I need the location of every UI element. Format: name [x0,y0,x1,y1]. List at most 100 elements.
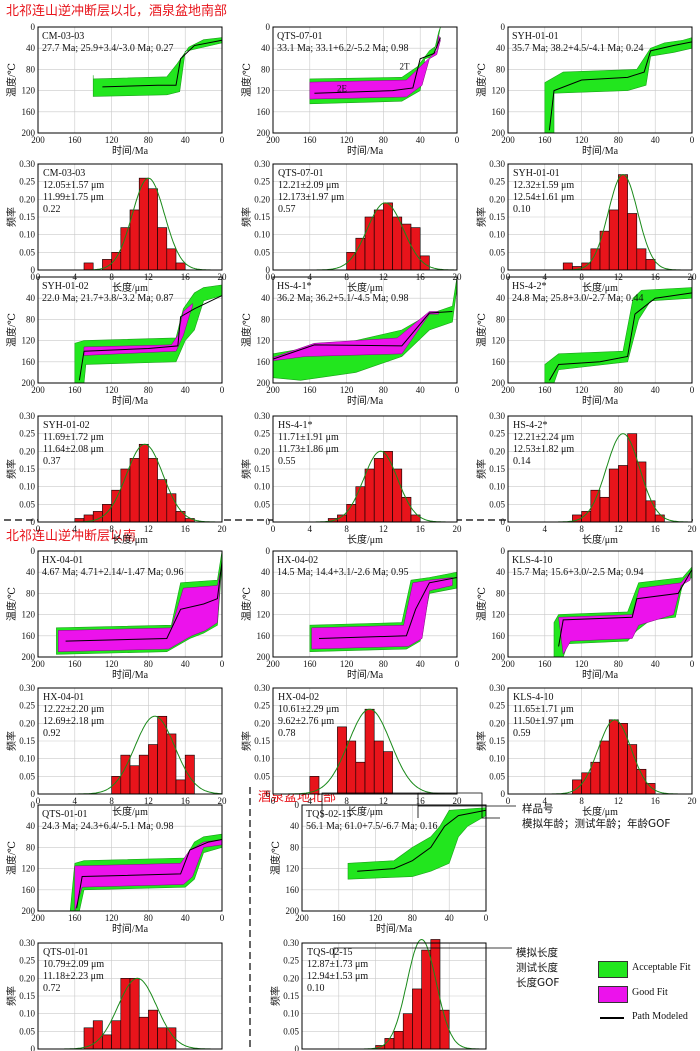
histogram-y-tick-label: 0.25 [254,701,270,711]
modeled-path [76,838,223,909]
histogram-x-axis-label: 长度/μm [582,281,618,294]
thermal-y-tick-label: 200 [286,906,300,916]
thermal-x-tick-label: 160 [332,913,346,923]
thermal-x-tick-label: 120 [105,913,119,923]
thermal-y-tick-label: 0 [501,272,506,282]
thermal-y-axis-label: 温度/℃ [475,587,488,621]
good-fit-envelope [558,571,691,656]
thermal-x-tick-label: 80 [144,385,154,395]
histogram-y-tick-label: 0.30 [254,411,270,421]
thermal-x-axis-label: 时间/Ma [112,144,149,157]
thermal-sample-name: HX-04-01 [42,555,83,566]
thermal-x-tick-label: 160 [303,135,317,145]
histogram-y-tick-label: 0 [501,789,506,799]
histogram-x-tick-label: 0 [36,796,41,806]
thermal-y-tick-label: 160 [492,631,506,641]
thermal-history-chart: 200 160 120 80 40 004080120160200时间/Ma温度/℃SYH… [5,272,225,407]
histogram-length-stat: 12.22±2.20 μm [43,704,104,715]
histogram-x-tick-label: 12 [144,272,153,282]
legend-path-line [600,1017,624,1019]
histogram-length-stat: 11.99±1.75 μm [43,192,104,203]
histogram-bar [599,740,610,795]
thermal-y-tick-label: 160 [22,631,36,641]
good-fit-envelope [272,311,439,362]
histogram-x-tick-label: 8 [109,524,114,534]
histogram-y-tick-label: 0 [31,517,36,527]
histogram-y-tick-label: 0.30 [489,411,505,421]
annotation-age-line: 模拟年龄；测试年龄；年龄GOF [522,818,671,830]
thermal-x-tick-label: 0 [220,135,225,145]
thermal-history-chart: 200 160 120 80 40 0 0 40 80 120 160 200 时间/Ma 温度/℃ TQS… [269,800,489,935]
histogram-bar [175,779,186,795]
thermal-history-chart: 200 160 120 80 40 0 0 40 80 120 160 200 时间/Ma 温度/℃ QTS… [5,800,225,935]
thermal-x-tick-label: 80 [379,385,389,395]
histogram-y-tick-label: 0.15 [254,736,270,746]
thermal-x-axis-label: 时间/Ma [582,668,619,681]
histogram-y-tick-label: 0.20 [254,446,270,456]
histogram-plot-frame [507,687,693,795]
histogram-y-tick-label: 0.25 [19,701,35,711]
thermal-y-tick-label: 80 [496,64,506,74]
histogram-y-tick-label: 0.15 [489,464,505,474]
histogram-bar [645,783,656,795]
length-histogram-chart: 0481216200.300.250.200.150.100.050长度/μm频… [5,938,223,1051]
thermal-x-tick-label: 160 [68,913,82,923]
histogram-y-tick-label: 0.30 [19,938,35,948]
thermal-y-tick-label: 120 [22,864,36,874]
legend-path-label: Path Modeled [632,1011,688,1022]
thermal-x-tick-label: 200 [31,135,45,145]
histogram-sample-name: CM-03-03 [43,168,85,179]
histogram-bar [384,1038,395,1050]
histogram-x-tick-label: 4 [73,272,78,282]
histogram-x-tick-label: 0 [271,524,276,534]
thermal-y-tick-label: 160 [22,357,36,367]
histogram-bar [138,177,149,271]
thermal-history-chart: 200 160 120 80 40 0 0 40 80 120 160 200 时间/Ma 温度/℃ CM-… [5,22,225,157]
histogram-bar [148,1009,158,1050]
thermal-y-tick-label: 200 [492,652,506,662]
thermal-y-tick-label: 160 [492,107,506,117]
thermal-y-axis-label: 温度/℃ [475,63,488,97]
thermal-age-stats: 35.7 Ma; 38.2+4.5/-4.1 Ma; 0.24 [512,43,643,54]
thermal-x-tick-label: 120 [105,135,119,145]
thermal-x-tick-label: 160 [538,659,552,669]
histogram-x-tick-label: 4 [543,524,548,534]
thermal-history-chart: 200 160 120 80 40 0 0 40 80 120 160 200 时间/Ma 温度/℃ KLS… [475,546,695,681]
thermal-sample-name: CM-03-03 [42,31,84,42]
thermal-x-tick-label: 0 [690,385,695,395]
histogram-x-tick-label: 12 [614,524,623,534]
acceptable-fit-envelope [544,37,693,134]
histogram-y-tick-label: 0.20 [489,446,505,456]
thermal-x-axis-label: 时间/Ma [347,394,384,407]
thermal-y-tick-label: 40 [26,293,36,303]
histogram-y-tick-label: 0.05 [19,247,35,257]
histogram-x-tick-label: 20 [688,272,698,282]
thermal-x-tick-label: 200 [295,913,309,923]
modeled-path [314,37,441,94]
histogram-y-tick-label: 0.20 [489,718,505,728]
histogram-bar [581,262,592,271]
histogram-length-stat: 9.62±2.76 μm [278,716,334,727]
region-label-north: 北祁连山逆冲断层以北，酒泉盆地南部 [6,4,228,19]
histogram-y-axis-label: 频率 [475,731,488,751]
thermal-y-tick-label: 200 [492,378,506,388]
thermal-y-tick-label: 160 [257,631,271,641]
histogram-bar [157,715,168,795]
histogram-length-stat: 12.05±1.57 μm [43,180,104,191]
histogram-bar [138,1016,149,1050]
histogram-length-stat: 12.53±1.82 μm [513,444,574,455]
histogram-y-tick-label: 0.20 [19,194,35,204]
histogram-length-stat: 0.10 [513,204,531,215]
histogram-x-axis-label: 长度/μm [347,281,383,294]
thermal-x-tick-label: 0 [220,913,225,923]
thermal-y-tick-label: 80 [26,588,36,598]
histogram-bar [401,223,412,271]
histogram-y-tick-label: 0.20 [19,446,35,456]
thermal-sample-name: QTS-01-01 [42,809,88,820]
thermal-y-tick-label: 40 [496,293,506,303]
thermal-y-tick-label: 0 [266,272,271,282]
